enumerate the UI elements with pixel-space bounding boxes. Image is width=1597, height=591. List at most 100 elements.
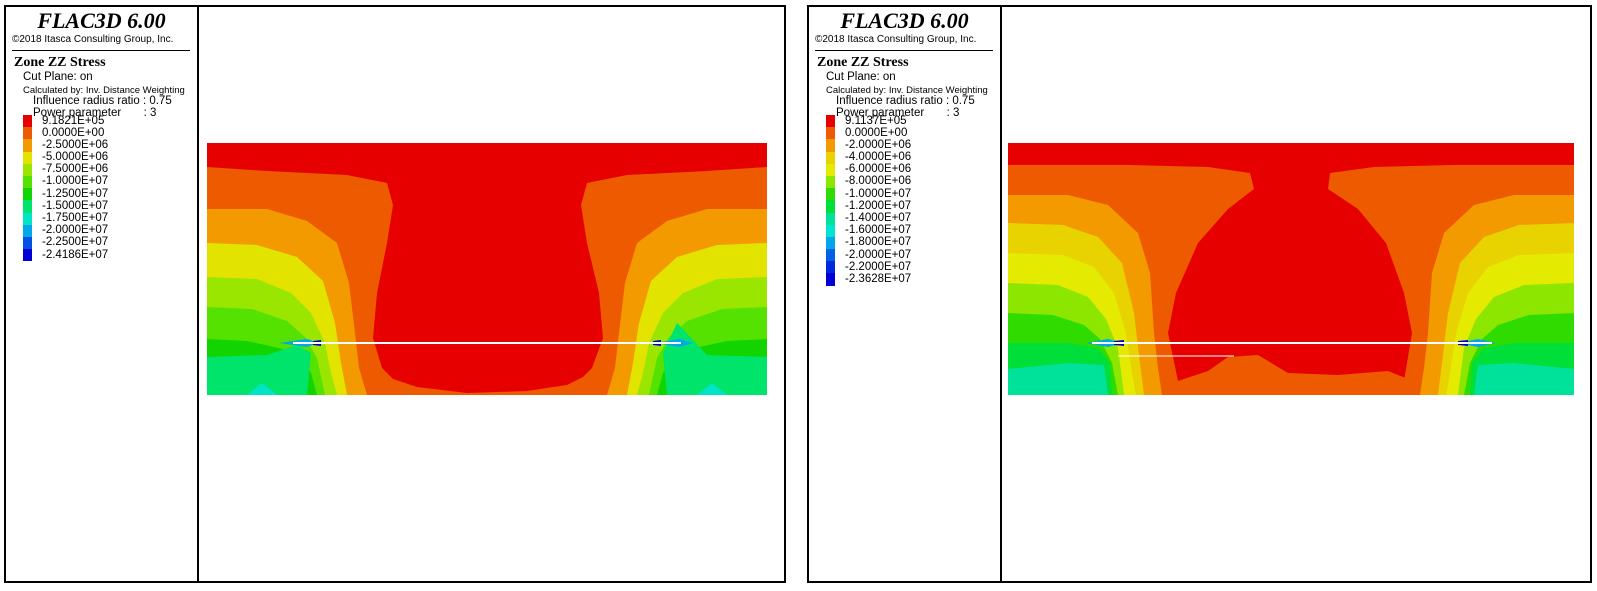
scale-label: -1.0000E+07 [42, 175, 109, 188]
scale-swatch [826, 115, 835, 128]
scale-swatch [23, 236, 32, 250]
scale-label: -2.0000E+07 [42, 224, 109, 237]
scale-swatch [826, 261, 835, 274]
scale-swatch [826, 200, 835, 213]
power-parameter-info: Power parameter : 3 [33, 107, 157, 119]
scale-entry: -6.0000E+06 [826, 163, 996, 176]
scale-label: -4.0000E+06 [845, 151, 912, 164]
scale-entry: -5.0000E+06 [23, 151, 193, 164]
contour-band-left-7 [247, 383, 277, 395]
scale-swatch [23, 151, 32, 164]
scale-entry: -2.0000E+07 [826, 248, 996, 262]
cut-plane-info: Cut Plane: on [23, 71, 93, 83]
scale-entry: -1.2500E+07 [23, 187, 193, 201]
scale-label: 9.1821E+05 [42, 114, 105, 127]
contour-band-bottom [387, 375, 587, 395]
scale-swatch [826, 127, 835, 140]
stress-contour-plot-right[interactable] [1002, 7, 1590, 581]
app-title: FLAC3D 6.00 [840, 8, 969, 33]
scale-swatch [826, 212, 835, 225]
scale-entry: -2.2000E+07 [826, 260, 996, 274]
scale-swatch [23, 249, 32, 262]
scale-label: -2.2500E+07 [42, 236, 109, 249]
contour-band-right-7 [1474, 363, 1574, 395]
plot-title: Zone ZZ Stress [14, 55, 106, 70]
scale-entry: -1.6000E+07 [826, 224, 996, 237]
scale-swatch [23, 115, 32, 128]
scale-entry: -4.0000E+06 [826, 151, 996, 164]
scale-label: -1.8000E+07 [845, 236, 912, 249]
scale-label: -2.5000E+06 [42, 138, 109, 151]
scale-entry: -1.0000E+07 [23, 175, 193, 189]
scale-label: -1.0000E+07 [845, 187, 912, 200]
scale-swatch [826, 224, 835, 237]
scale-label: 9.1137E+05 [845, 114, 907, 127]
scale-swatch [826, 236, 835, 250]
scale-swatch [23, 224, 32, 237]
scale-entry: -7.5000E+06 [23, 163, 193, 176]
contour-band-right-6 [663, 323, 767, 395]
scale-swatch [23, 175, 32, 189]
influence-radius-info: Influence radius ratio : 0.75 [33, 95, 172, 107]
scale-label: -5.0000E+06 [42, 151, 109, 164]
scale-swatch [826, 188, 835, 201]
scale-label: -1.2500E+07 [42, 187, 109, 200]
plot-title: Zone ZZ Stress [817, 55, 909, 70]
scale-swatch [23, 163, 32, 176]
cut-plane-info: Cut Plane: on [826, 71, 896, 83]
contour-plot-left [207, 143, 767, 395]
scale-swatch [23, 212, 32, 225]
scale-swatch [826, 151, 835, 164]
scale-swatch [826, 163, 835, 176]
contour-plot-right [1008, 143, 1574, 395]
scale-label: -2.2000E+07 [845, 260, 912, 273]
scale-label: -7.5000E+06 [42, 163, 109, 176]
scale-swatch [826, 175, 835, 189]
stress-contour-plot-left[interactable] [199, 7, 784, 581]
copyright-text: ©2018 Itasca Consulting Group, Inc. [12, 34, 174, 45]
contour-band-left-7 [1008, 363, 1108, 395]
scale-label: -2.0000E+07 [845, 248, 912, 261]
scale-entry: -1.0000E+07 [826, 187, 996, 201]
scale-entry: -8.0000E+06 [826, 175, 996, 189]
scale-swatch [826, 273, 835, 286]
scale-entry: -2.2500E+07 [23, 236, 193, 250]
scale-label: 0.0000E+00 [42, 126, 105, 139]
scale-swatch [826, 249, 835, 262]
scale-entry: 0.0000E+00 [826, 126, 996, 140]
calculated-by-info: Calculated by: Inv. Distance Weighting [23, 85, 185, 96]
scale-entry: -1.5000E+07 [23, 200, 193, 213]
scale-entry: 0.0000E+00 [23, 126, 193, 140]
scale-swatch [23, 139, 32, 152]
scale-label: -1.6000E+07 [845, 224, 912, 237]
scale-entry: -2.0000E+06 [826, 139, 996, 152]
legend-panel-left: FLAC3D 6.00 ©2018 Itasca Consulting Grou… [6, 7, 199, 581]
scale-label: 0.0000E+00 [845, 126, 908, 139]
flac3d-view-left: FLAC3D 6.00 ©2018 Itasca Consulting Grou… [4, 5, 786, 583]
contour-band-right-7 [697, 383, 727, 395]
scale-entry: 9.1821E+05 [23, 114, 193, 128]
color-scale: 9.1137E+05 0.0000E+00 -2.0000E+06 -4.000… [826, 115, 996, 286]
legend-panel-right: FLAC3D 6.00 ©2018 Itasca Consulting Grou… [809, 7, 1002, 581]
scale-entry: -2.0000E+07 [23, 224, 193, 237]
app-title: FLAC3D 6.00 [37, 8, 166, 33]
scale-entry: -1.4000E+07 [826, 212, 996, 225]
scale-entry: -2.4186E+07 [23, 248, 193, 262]
contour-band-left-6 [207, 345, 311, 395]
scale-entry: -1.7500E+07 [23, 212, 193, 225]
scale-entry: -1.2000E+07 [826, 199, 996, 213]
flac3d-view-right: FLAC3D 6.00 ©2018 Itasca Consulting Grou… [807, 5, 1592, 583]
power-parameter-info: Power parameter : 3 [836, 107, 960, 119]
scale-label: -1.2000E+07 [845, 199, 912, 212]
scale-entry: 9.1137E+05 [826, 114, 996, 128]
scale-swatch [23, 200, 32, 213]
influence-radius-info: Influence radius ratio : 0.75 [836, 95, 975, 107]
legend-divider [12, 50, 190, 51]
scale-swatch [826, 139, 835, 152]
scale-entry: -2.3628E+07 [826, 273, 996, 286]
copyright-text: ©2018 Itasca Consulting Group, Inc. [815, 34, 977, 45]
scale-label: -1.7500E+07 [42, 212, 109, 224]
scale-label: -6.0000E+06 [845, 163, 912, 176]
scale-swatch [23, 188, 32, 201]
scale-label: -2.4186E+07 [42, 248, 109, 261]
